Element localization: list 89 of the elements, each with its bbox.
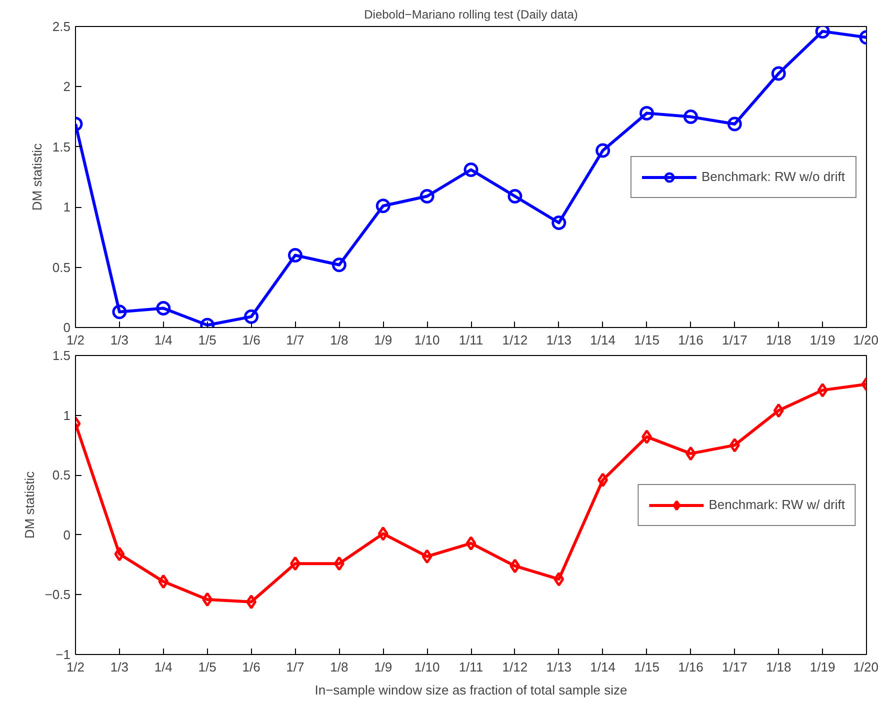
point [510,558,520,574]
x-tick-label: 1/18 [766,660,792,674]
y-axis-title: DM statistic [29,142,44,211]
point [244,309,259,324]
y-axis-title: DM statistic [22,470,37,539]
y-tick-label: 0 [63,320,71,335]
x-tick-label: 1/19 [810,332,836,348]
point [596,143,610,158]
x-tick-label: 1/9 [374,660,392,674]
x-tick-label: 1/2 [66,660,85,674]
legend-label: Benchmark: RW w/ drift [708,497,845,512]
x-tick-label: 1/3 [110,660,128,674]
x-tick-label: 1/9 [374,332,392,348]
y-tick-label: −0.5 [44,587,71,602]
x-tick-label: 1/5 [198,332,216,348]
y-tick-label: 2 [63,79,71,94]
y-tick-label: 1 [63,408,71,423]
point [642,430,652,444]
x-tick-label: 1/15 [634,332,660,348]
chart-title: Diebold−Mariano rolling test (Daily data) [364,8,578,22]
point [729,438,740,452]
point [332,258,346,272]
point [420,189,434,204]
x-tick-label: 1/6 [242,660,260,674]
point [817,382,828,398]
y-tick-label: 0.5 [52,260,71,275]
point [552,216,566,230]
x-tick-label: 1/16 [678,332,704,348]
point [246,594,257,610]
x-tick-label: 1/2 [66,332,85,348]
x-tick-label: 1/11 [458,660,484,674]
point [114,546,125,562]
x-tick-label: 1/12 [502,332,528,348]
point [685,446,696,461]
y-tick-label: 1 [63,200,71,215]
x-tick-label: 1/7 [286,660,304,674]
y-tick-label: 1.5 [52,348,71,363]
x-tick-label: 1/8 [330,660,348,674]
legend-label: Benchmark: RW w/o drift [701,169,845,184]
x-tick-label: 1/20 [853,660,878,674]
x-tick-label: 1/20 [853,332,878,348]
point [683,110,698,124]
x-tick-label: 1/11 [458,332,484,348]
point [334,556,344,571]
x-axis-title: In−sample window size as fraction of total sample size [314,682,628,698]
point [158,574,169,589]
point [376,198,390,214]
y-tick-label: 1.5 [52,139,71,154]
point [466,536,476,551]
x-tick-label: 1/17 [722,660,748,674]
x-tick-label: 1/17 [722,332,748,348]
x-tick-label: 1/10 [414,660,440,674]
x-tick-label: 1/16 [678,660,704,674]
x-tick-label: 1/4 [154,660,172,674]
y-tick-label: −1 [56,647,71,662]
point [290,556,300,571]
x-tick-label: 1/3 [110,332,128,348]
point [640,106,654,120]
point [288,248,302,262]
y-tick-label: 2.5 [52,19,71,34]
point [422,549,432,564]
point [554,572,564,586]
x-tick-label: 1/18 [766,332,792,348]
x-tick-label: 1/7 [286,332,304,348]
y-tick-label: 0.5 [52,468,71,483]
point [815,26,830,39]
x-tick-label: 1/15 [634,660,660,674]
x-tick-label: 1/8 [330,332,348,348]
x-tick-label: 1/6 [242,332,260,348]
point [598,472,608,488]
point [773,403,784,418]
x-tick-label: 1/12 [502,660,528,674]
point [508,189,522,204]
x-tick-label: 1/5 [198,660,216,674]
x-tick-label: 1/10 [414,332,440,348]
x-tick-label: 1/14 [590,660,616,674]
point [771,66,786,81]
point [378,526,388,541]
x-tick-label: 1/13 [546,660,572,674]
point [112,304,127,320]
x-tick-label: 1/14 [590,332,616,348]
point [464,162,478,178]
point [202,592,213,607]
x-tick-label: 1/19 [810,660,836,674]
x-tick-label: 1/4 [154,332,172,348]
point [156,301,171,316]
y-tick-label: 0 [63,527,71,542]
point [727,116,742,132]
x-tick-label: 1/13 [546,332,572,348]
